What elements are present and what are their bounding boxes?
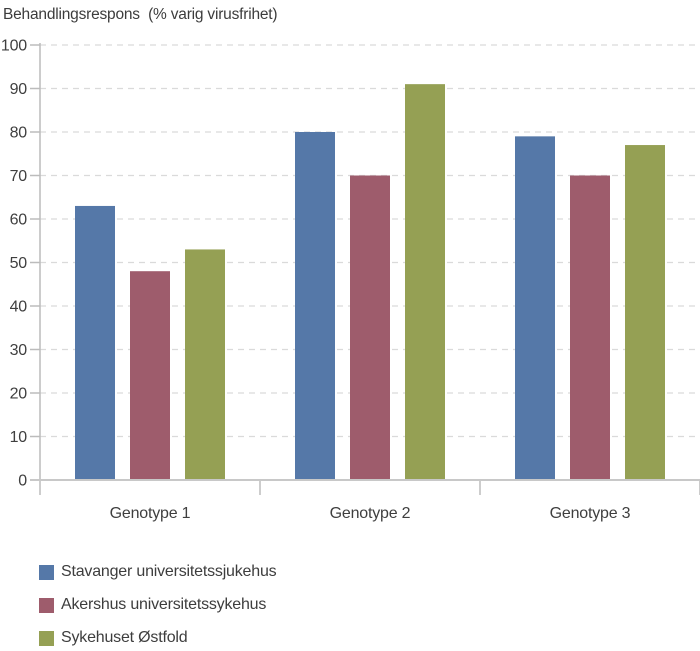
y-tick-label: 90 [10, 81, 28, 98]
legend-label: Sykehuset Østfold [61, 629, 188, 646]
legend-label: Stavanger universitetssjukehus [61, 563, 277, 580]
chart-legend: Stavanger universitetssjukehus Akershus … [39, 563, 277, 651]
y-tick-label: 20 [10, 386, 28, 403]
y-tick-label: 60 [10, 212, 28, 229]
legend-swatch-blue-icon [39, 564, 54, 580]
y-tick-label: 100 [1, 38, 27, 55]
y-tick-label: 40 [10, 299, 28, 316]
bar-akershus-genotype-1 [130, 271, 170, 480]
legend-item: Sykehuset Østfold [39, 630, 276, 646]
y-tick-label: 10 [10, 429, 28, 446]
y-tick-label: 30 [10, 342, 28, 359]
legend-swatch-olive-icon [39, 630, 54, 646]
bar-stavanger-genotype-1 [75, 205, 115, 480]
chart-title: Behandlingsrespons (% varig virusfrihet) [3, 6, 278, 23]
bar-stavanger-genotype-3 [515, 136, 555, 480]
y-tick-label: 50 [10, 255, 28, 272]
bar-sykehuset-genotype-2 [405, 84, 445, 481]
y-tick-label: 0 [18, 473, 27, 490]
bar-akershus-genotype-2 [350, 175, 390, 480]
x-category-label: Genotype 2 [330, 505, 411, 522]
x-category-label: Genotype 3 [550, 505, 631, 522]
y-tick-label: 70 [10, 168, 28, 185]
legend-swatch-maroon-icon [39, 597, 54, 613]
bar-sykehuset-genotype-3 [625, 145, 665, 481]
legend-item: Stavanger universitetssjukehus [39, 563, 277, 580]
bar-chart-plot-area: 0 10 20 30 40 50 60 70 80 90 100 Genotype 1 Genotype… [1, 38, 700, 522]
legend-label: Akershus universitetssykehus [61, 596, 267, 613]
bar-sykehuset-genotype-1 [185, 249, 225, 480]
bar-stavanger-genotype-2 [295, 132, 335, 480]
x-category-label: Genotype 1 [110, 505, 191, 522]
bar-akershus-genotype-3 [570, 175, 610, 480]
y-tick-label: 80 [10, 125, 28, 142]
legend-item: Akershus universitetssykehus [39, 597, 276, 613]
